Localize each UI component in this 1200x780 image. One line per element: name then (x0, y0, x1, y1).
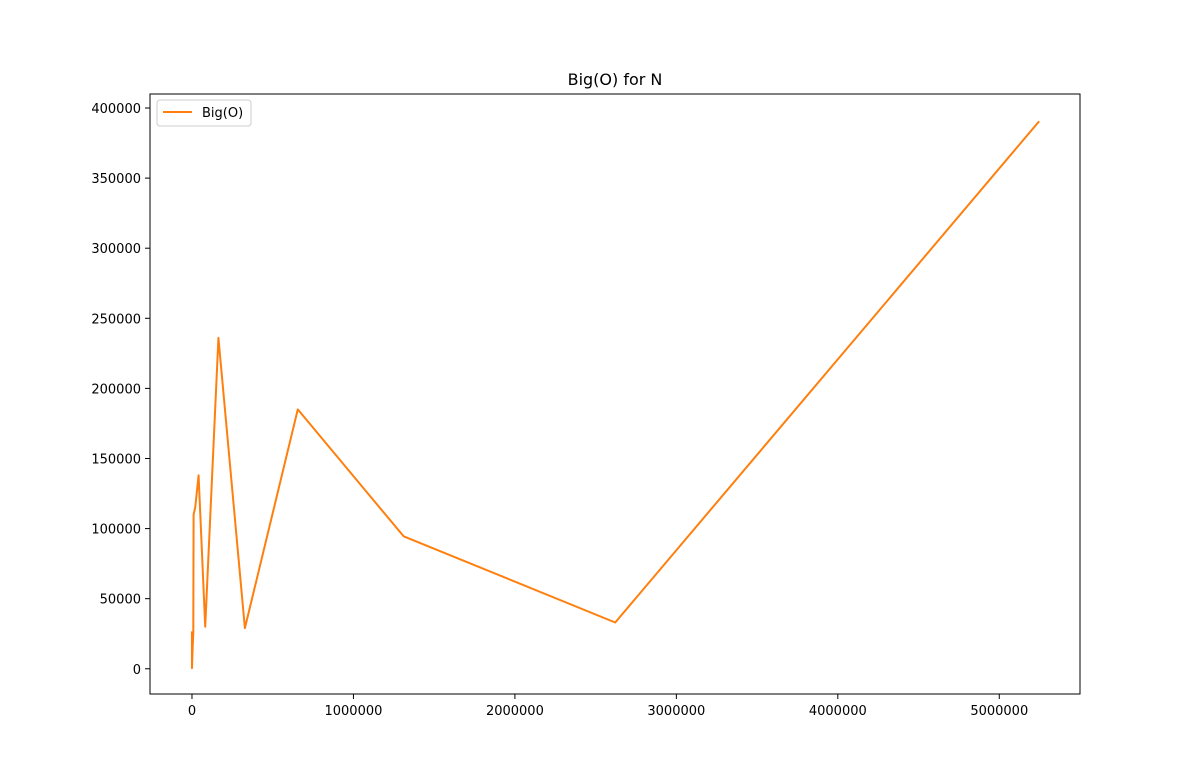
y-tick-label: 100000 (91, 523, 141, 538)
x-tick-label: 4000000 (809, 704, 867, 719)
series-line-0 (190, 120, 1040, 670)
x-tick-label: 2000000 (486, 704, 544, 719)
x-tick-label: 1000000 (324, 704, 382, 719)
x-tick-label: 0 (188, 704, 196, 719)
y-tick-label: 400000 (91, 102, 141, 117)
y-tick-label: 50000 (100, 593, 141, 608)
y-tick-label: 150000 (91, 452, 141, 467)
legend: Big(O) (156, 99, 252, 127)
y-tick-label: 350000 (91, 172, 141, 187)
axes-frame (149, 93, 1081, 695)
axis-ticks: 0 1000000 2000000 3000000 4000000 5000000 0 500… (91, 102, 1028, 719)
chart-title: Big(O) for N (568, 70, 663, 89)
plot-area (190, 120, 1040, 670)
x-tick-label: 5000000 (970, 704, 1028, 719)
x-tick-label: 3000000 (647, 704, 705, 719)
y-tick-label: 200000 (91, 382, 141, 397)
legend-label: Big(O) (202, 106, 243, 121)
y-tick-label: 300000 (91, 242, 141, 257)
y-tick-label: 0 (133, 663, 141, 678)
y-tick-label: 250000 (91, 312, 141, 327)
legend-box (156, 99, 252, 127)
